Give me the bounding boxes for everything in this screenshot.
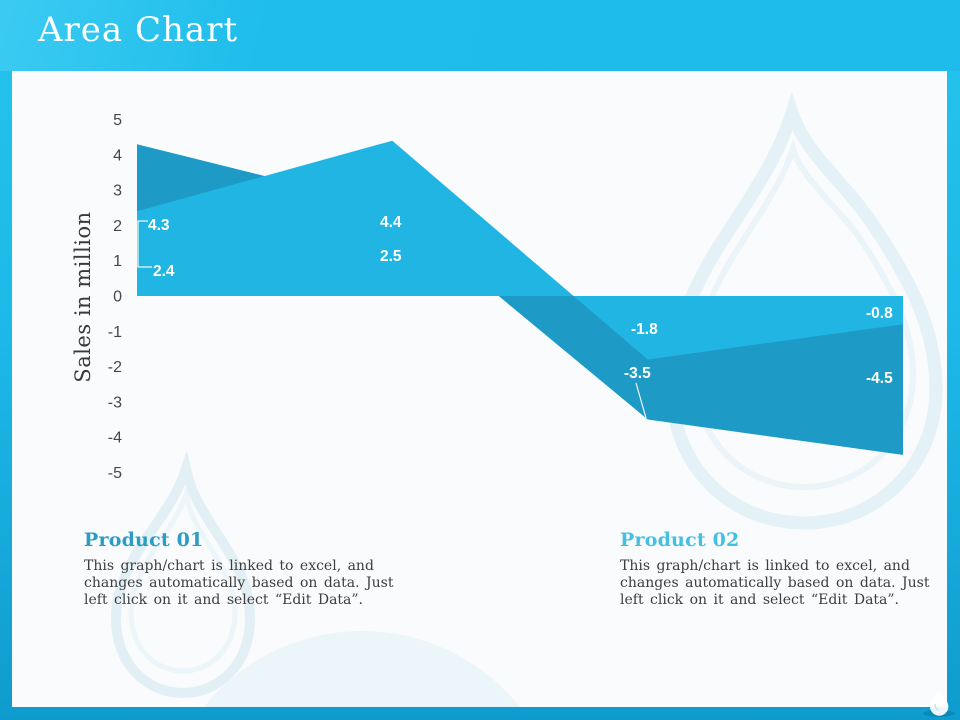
y-axis-tick-label: -4: [108, 430, 122, 447]
y-axis-tick-label: -5: [108, 465, 122, 482]
product-01-title: Product 01: [84, 529, 204, 551]
content-panel: Sales in million 5 4 3 2 1 0 -1 -2 -3 -4 -5 4.3 2.5-…: [12, 71, 947, 707]
product-02-description-line: This graph/chart is linked to excel, and: [620, 558, 910, 574]
data-label-series-1: 2.5: [380, 248, 402, 265]
watermark-circle: [204, 631, 520, 707]
watermark-drop-right-inner: [691, 139, 917, 491]
y-axis-tick-label: 3: [113, 183, 122, 200]
product-01-description-line: left click on it and select “Edit Data”.: [84, 592, 364, 608]
product-01-note: Product 01 This graph/chart is linked to…: [84, 529, 394, 609]
watermark-layer: [110, 92, 943, 707]
product-01-description-line: This graph/chart is linked to excel, and: [84, 558, 374, 574]
y-axis-tick-label: 5: [113, 112, 122, 129]
product-02-description-line: left click on it and select “Edit Data”.: [620, 592, 900, 608]
data-label-series-2: -1.8: [631, 321, 658, 338]
y-axis-tick-label: -1: [108, 324, 122, 341]
product-02-note: Product 02 This graph/chart is linked to…: [620, 529, 930, 609]
y-axis-tick-label: -3: [108, 394, 122, 411]
y-axis-tick-label: -2: [108, 359, 122, 376]
slide-title: Area Chart: [38, 10, 239, 50]
product-02-title: Product 02: [620, 529, 740, 551]
data-label-series-2: 2.4: [153, 263, 175, 280]
data-label-series-1: 4.3: [148, 217, 170, 234]
product-01-description-line: changes automatically based on data. Jus…: [84, 575, 394, 591]
data-label-series-2: -0.8: [866, 305, 893, 322]
data-label-series-1: -3.5: [624, 365, 651, 382]
corner-drop-logo: [923, 689, 955, 717]
watermark-drop-left: [110, 450, 256, 699]
title-bar: Area Chart: [0, 0, 960, 71]
y-axis-tick-label: 0: [113, 289, 122, 306]
y-axis-tick-label: 2: [113, 218, 122, 235]
data-label-series-1: -4.5: [866, 370, 893, 387]
corner-drop-icon: [930, 689, 949, 716]
y-axis-tick-label: 1: [113, 253, 122, 270]
watermark-drop-right: [665, 92, 943, 530]
data-label-series-2: 4.4: [380, 214, 402, 231]
y-axis-tick-label: 4: [113, 147, 122, 164]
product-02-description-line: changes automatically based on data. Jus…: [620, 575, 930, 591]
data-label-leader-line: [635, 382, 647, 419]
watermark-drop-left-inner: [128, 486, 238, 674]
corner-drop-highlight: [934, 703, 939, 711]
data-label-leader-line: [137, 220, 152, 268]
area-chart[interactable]: 5 4 3 2 1 0 -1 -2 -3 -4 -5 4.3 2.5 -3.5 -4.5 2.4 4.4 -1.8…: [12, 71, 947, 707]
area-series-2[interactable]: [137, 140, 903, 360]
